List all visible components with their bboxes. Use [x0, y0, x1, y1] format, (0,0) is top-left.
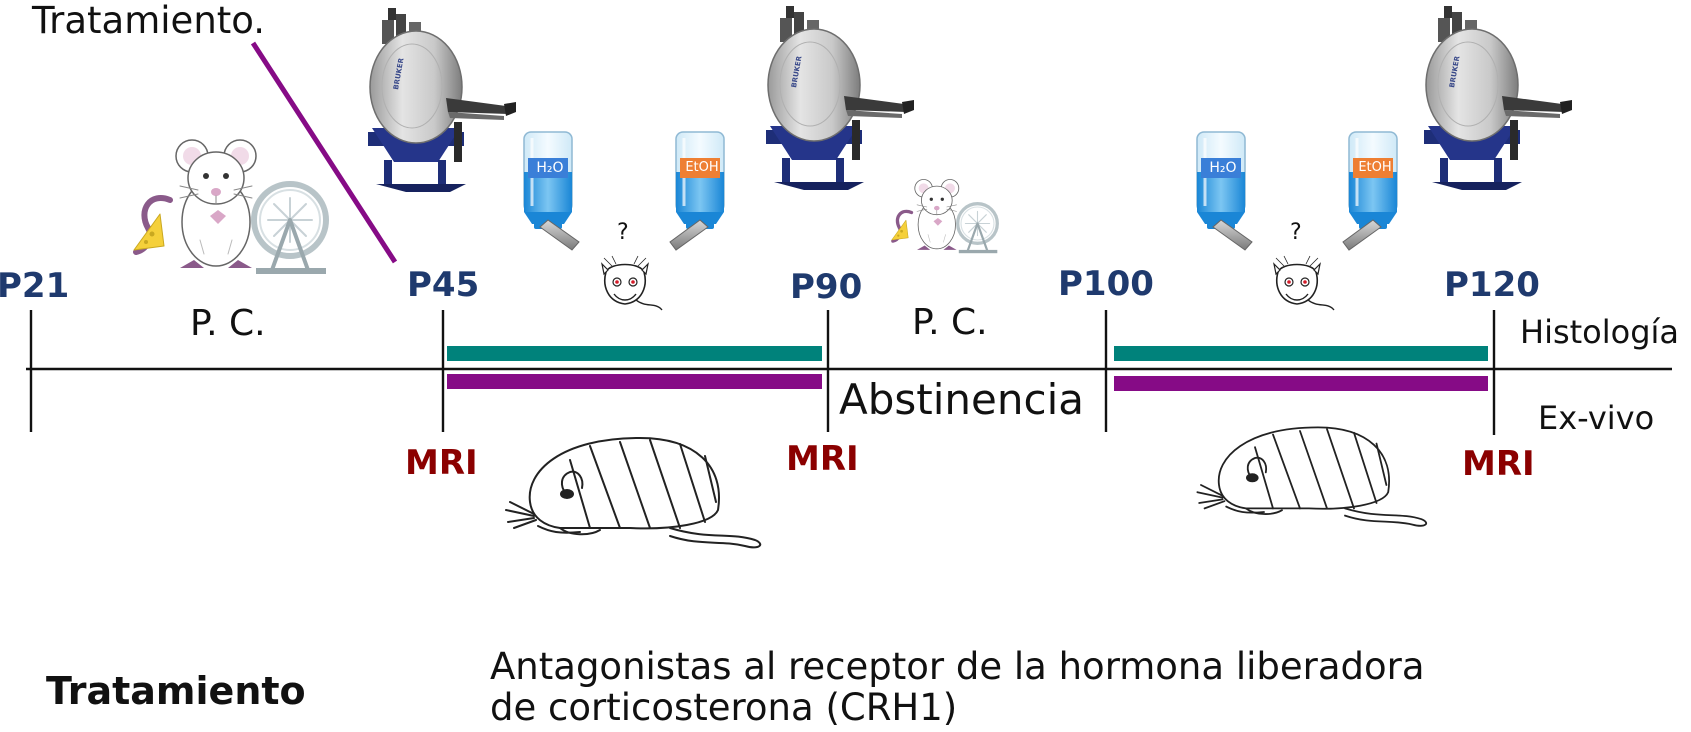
age-label-p21: P21 — [0, 266, 70, 306]
mri-label-p90: MRI — [786, 439, 859, 479]
age-label-p45: P45 — [407, 265, 480, 305]
histology-label: Histología — [1520, 313, 1680, 351]
phase-label-pc-1: P. C. — [190, 303, 266, 344]
bottle-label-water-1: H₂O — [536, 160, 564, 176]
mri-scanner-icon-2 — [765, 5, 915, 191]
drinking-period-bar-1 — [447, 346, 822, 361]
phase-label-pc-2: P. C. — [912, 302, 988, 343]
mri-scanner-icon-3 — [1423, 5, 1573, 191]
water-bottle-icon-1 — [522, 130, 580, 251]
mri-scanner-icon-1 — [367, 7, 517, 193]
mouse-head-icon-1 — [601, 255, 663, 311]
treatment-description-line-1: Antagonistas al receptor de la hormona l… — [490, 645, 1425, 688]
age-label-p100: P100 — [1058, 264, 1154, 304]
treatment-description: Antagonistas al receptor de la hormona l… — [490, 646, 1425, 729]
treatment-period-bar-1 — [447, 374, 822, 389]
age-label-p90: P90 — [790, 267, 863, 307]
ex-vivo-label: Ex-vivo — [1538, 399, 1655, 437]
treatment-note: Tratamiento. — [32, 0, 266, 42]
age-label-p120: P120 — [1444, 265, 1540, 305]
treatment-pointer-line — [250, 41, 398, 264]
question-mark-1: ? — [617, 220, 629, 245]
water-bottle-icon-2 — [1195, 130, 1253, 251]
ethanol-bottle-icon-1 — [669, 130, 726, 251]
anesthetized-mouse-icon-1 — [505, 437, 762, 549]
question-mark-2: ? — [1290, 220, 1302, 245]
mri-label-p45: MRI — [405, 443, 478, 483]
treatment-description-line-2: de corticosterona (CRH1) — [490, 686, 958, 730]
mouse-wheel-illustration-1 — [134, 140, 326, 274]
abstinence-label: Abstinencia — [839, 375, 1084, 424]
treatment-period-bar-2 — [1114, 376, 1488, 391]
bottle-label-ethanol-2: EtOH — [1358, 160, 1392, 175]
ethanol-bottle-icon-2 — [1342, 130, 1399, 251]
anesthetized-mouse-icon-2 — [1196, 426, 1428, 527]
treatment-title: Tratamiento — [46, 669, 306, 713]
mouse-head-icon-2 — [1273, 255, 1335, 311]
mouse-wheel-illustration-2 — [890, 177, 999, 255]
bottle-label-water-2: H₂O — [1209, 160, 1237, 176]
mri-label-p120: MRI — [1462, 444, 1535, 484]
drinking-period-bar-2 — [1114, 346, 1488, 361]
bottle-label-ethanol-1: EtOH — [685, 160, 719, 175]
